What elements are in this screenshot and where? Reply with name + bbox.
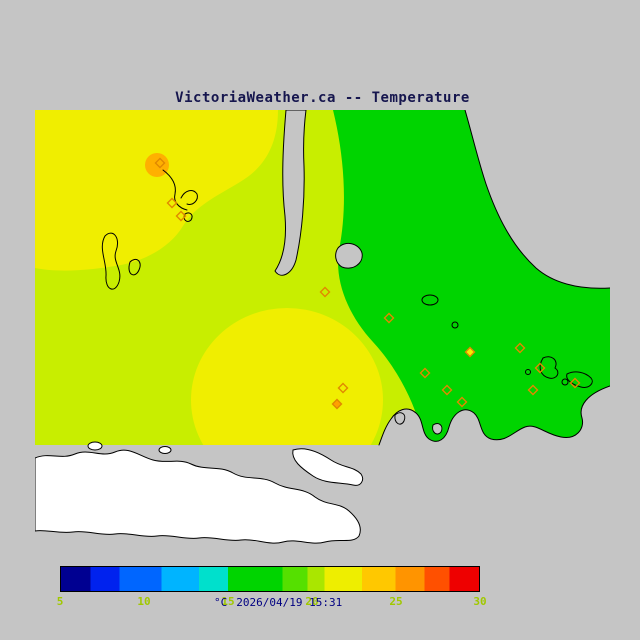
timestamp-label: 2026/04/19 15:31 — [236, 596, 343, 609]
colorbar-tick-label: 20 — [305, 595, 319, 608]
colorbar-tick-label: 25 — [389, 595, 403, 608]
south-shore-coast — [378, 385, 610, 446]
colorbar-tick-label: 30 — [473, 595, 487, 608]
station-marker — [383, 312, 395, 324]
colorbar-gradient — [60, 566, 480, 592]
station-marker — [154, 157, 166, 169]
field-level-21c-south — [191, 308, 383, 445]
land-tongue — [292, 448, 364, 486]
temperature-map — [35, 110, 610, 544]
station-marker — [331, 398, 343, 410]
inlet-channel — [274, 110, 307, 276]
small-bay — [335, 242, 363, 269]
temperature-field — [35, 110, 610, 445]
station-marker — [527, 384, 539, 396]
lake-outline-1 — [101, 232, 121, 290]
basin-shore-2 — [180, 190, 198, 205]
station-marker — [534, 362, 546, 374]
field-level-21c-northwest — [35, 110, 278, 271]
lake-outline-3 — [421, 294, 439, 306]
water-overlay — [274, 110, 443, 435]
station-marker — [441, 384, 453, 396]
station-marker — [569, 377, 581, 389]
unit-label: °C — [214, 596, 228, 609]
islet-east-2 — [561, 378, 569, 386]
peninsula-east-coast — [464, 110, 610, 289]
station-marker — [337, 382, 349, 394]
station-marker — [456, 396, 468, 408]
station-marker — [175, 210, 187, 222]
harbour-east — [432, 423, 443, 435]
colorbar-ticks: 5 10 15 20 25 30 — [56, 595, 487, 609]
colorbar-tick-label: 10 — [137, 595, 151, 608]
islet-center — [451, 321, 459, 329]
south-peninsula-land — [35, 449, 361, 544]
land-islet-1 — [87, 441, 103, 451]
station-markers — [154, 157, 581, 410]
basin-shore-1 — [162, 169, 188, 211]
lake-outline-2 — [128, 258, 141, 276]
station-marker — [319, 286, 331, 298]
colorbar-tick-label: 15 — [221, 595, 235, 608]
page-title: VictoriaWeather.ca -- Temperature — [175, 90, 470, 106]
islet-east-1 — [525, 369, 531, 375]
station-marker — [464, 346, 476, 358]
timestamp-row: °C 2026/04/19 15:31 — [214, 596, 342, 609]
land-islet-2 — [158, 446, 172, 454]
colorbar-tick-label: 5 — [56, 595, 64, 608]
station-marker — [514, 342, 526, 354]
station-marker — [419, 367, 431, 379]
spit-east — [566, 371, 593, 388]
station-marker — [166, 197, 178, 209]
harbour-west — [394, 412, 406, 425]
land-mass — [35, 441, 364, 544]
